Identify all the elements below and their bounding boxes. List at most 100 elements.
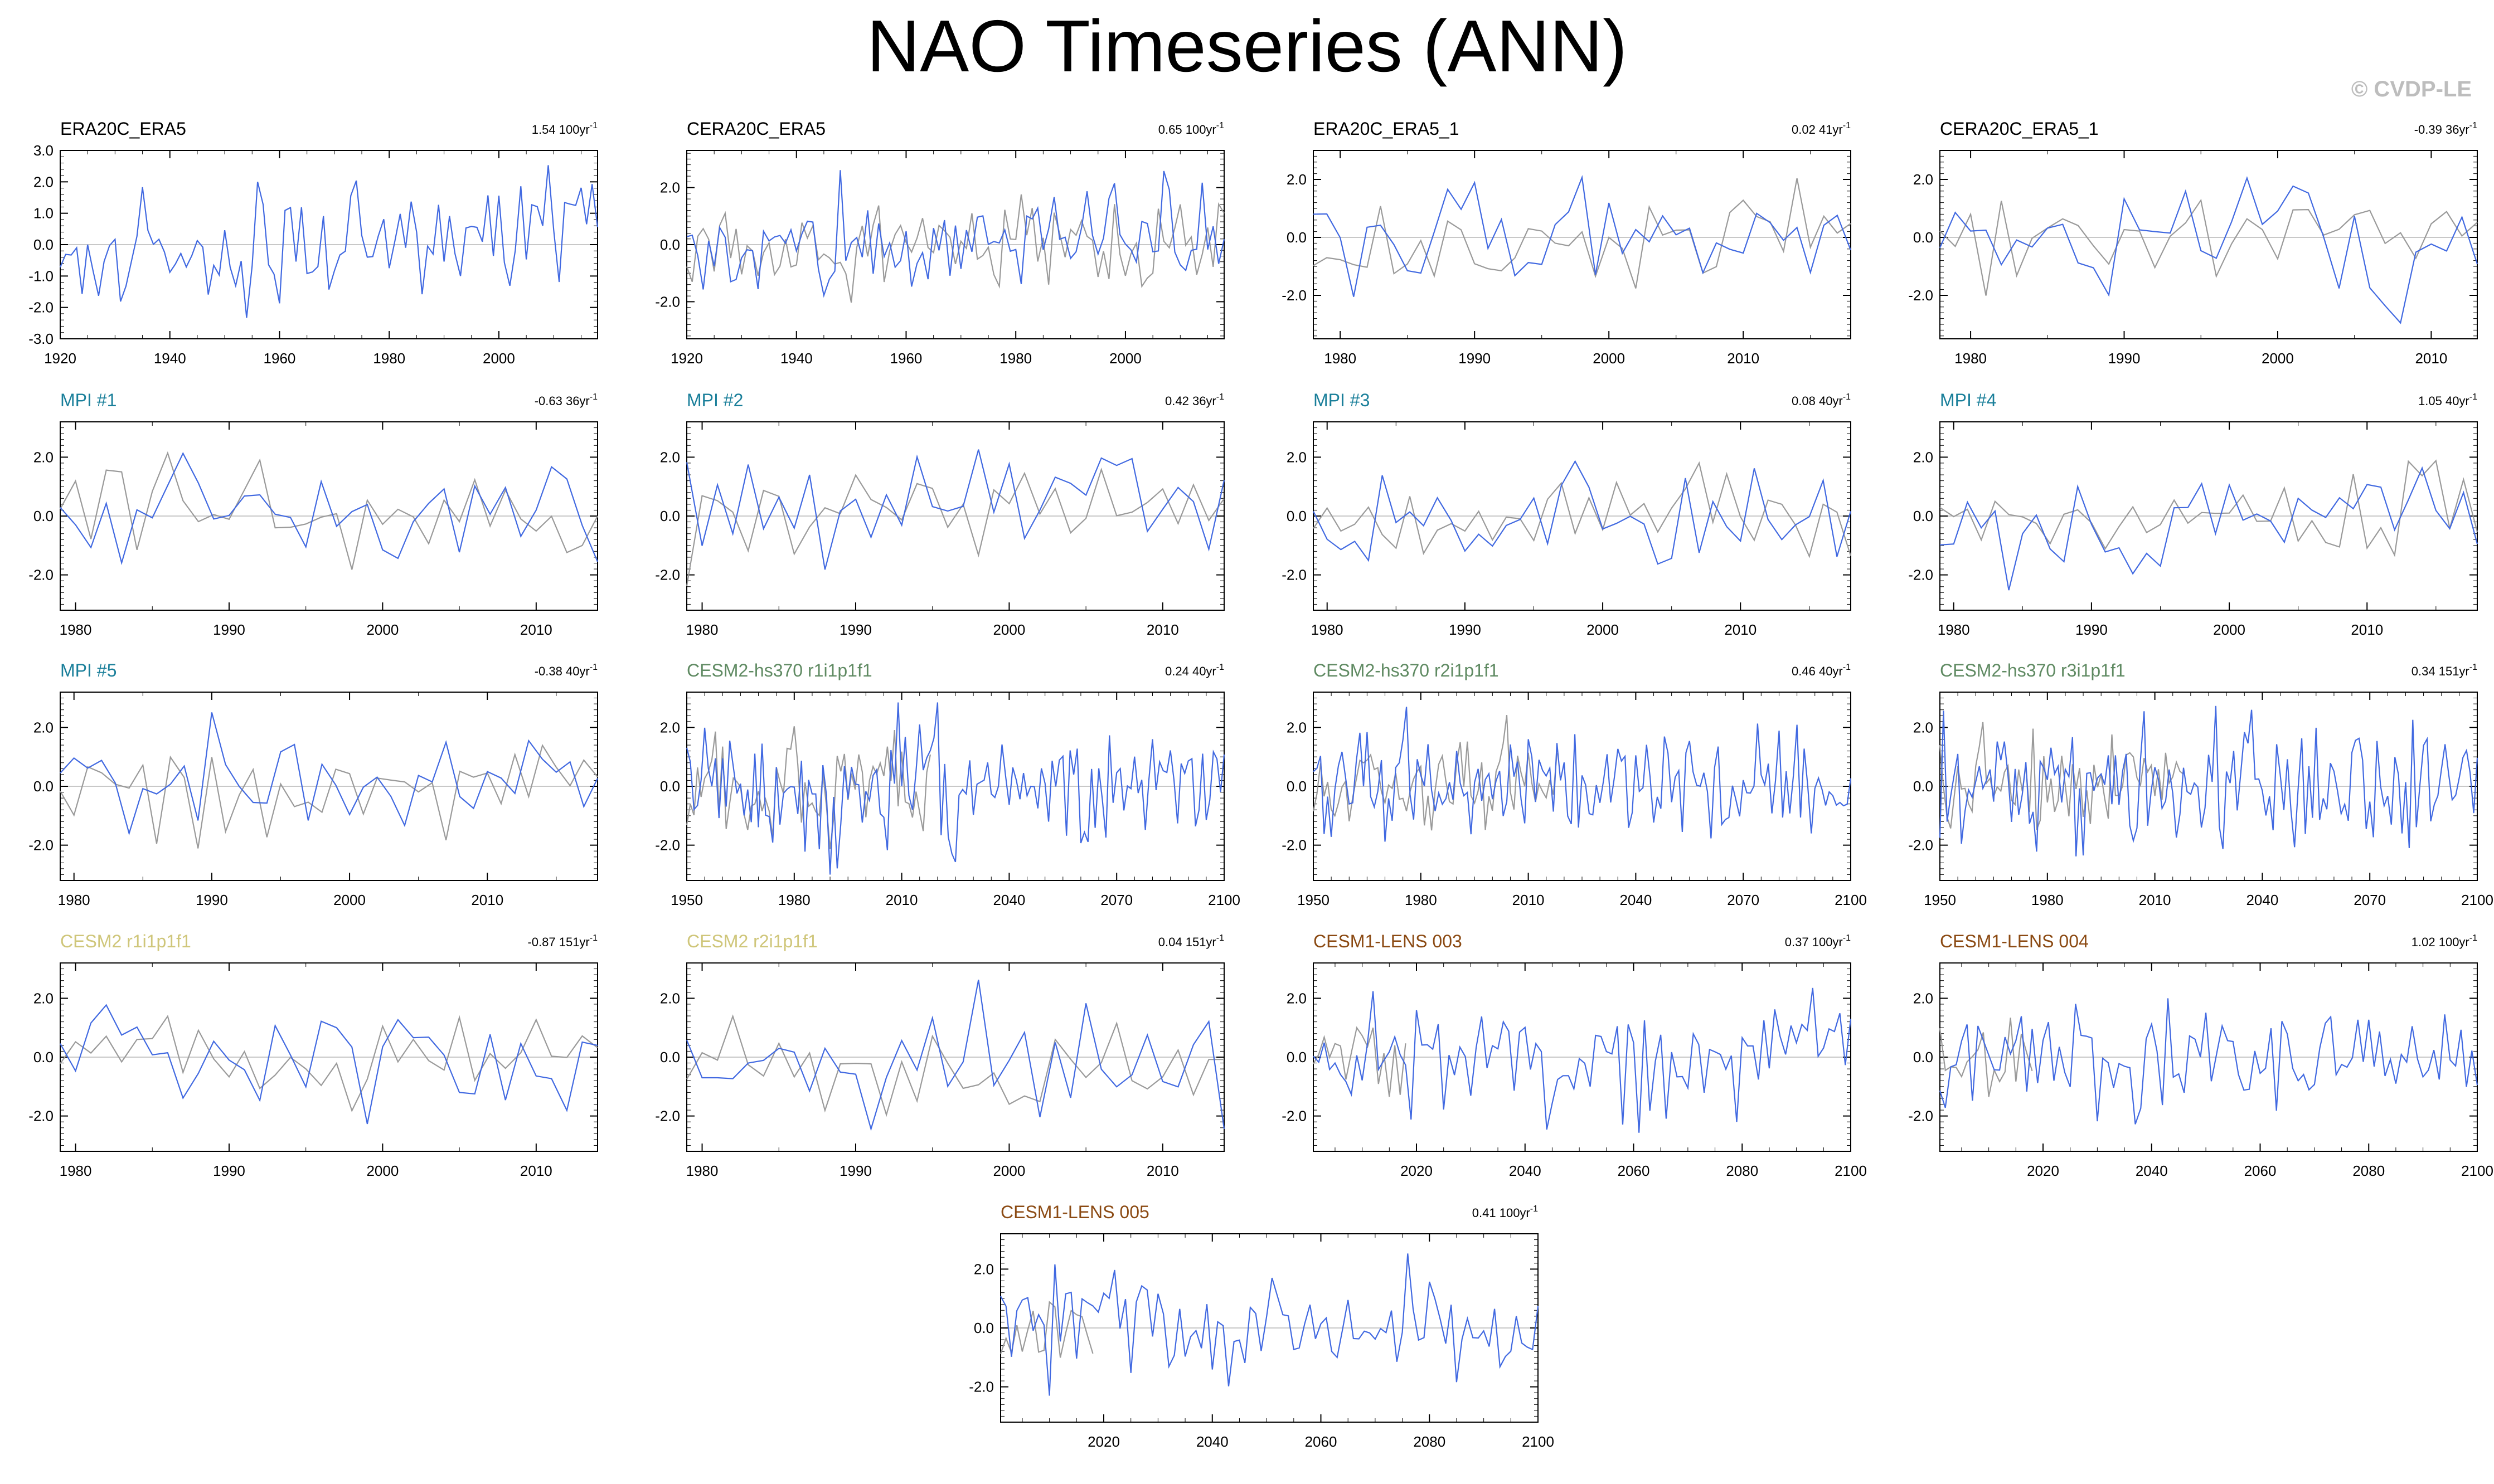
x-tick-label: 1980 [1938,621,1970,638]
x-tick-label: 2020 [1400,1162,1433,1179]
y-tick-label: 3.0 [33,142,54,159]
x-tick-label: 1940 [780,350,813,367]
panel-title: CERA20C_ERA5 [687,119,826,139]
trend-label: 0.42 36yr-1 [1165,392,1224,408]
x-tick-label: 2000 [1109,350,1142,367]
x-tick-label: 2000 [2262,350,2294,367]
x-tick-label: 2080 [2352,1162,2385,1179]
y-tick-label: 0.0 [974,1320,994,1336]
x-tick-label: 1950 [671,892,703,908]
y-tick-label: 0.0 [660,508,680,524]
trend-label: 0.02 41yr-1 [1792,121,1851,137]
x-tick-label: 2020 [2027,1162,2059,1179]
nao-panel: CESM2 r1i1p1f1 -0.87 151yr-1 -2.0 0.0 2.0 198… [28,931,598,1179]
x-tick-label: 1990 [2108,350,2141,367]
x-tick-label: 2040 [1509,1162,1541,1179]
x-tick-label: 2000 [2213,621,2245,638]
x-tick-label: 1990 [2075,621,2108,638]
panel-title: CESM2 r2i1p1f1 [687,931,818,951]
x-tick-label: 2000 [993,1162,1025,1179]
observed-series-line [1939,198,2478,296]
y-tick-label: -2.0 [28,837,54,854]
trend-label: 1.54 100yr-1 [532,121,598,137]
nao-panel: MPI #5 -0.38 40yr-1 -2.0 0.0 2.0 1980 1990 2000… [28,660,598,908]
trend-label: 0.04 151yr-1 [1158,933,1224,949]
y-tick-label: 2.0 [1913,719,1933,736]
nao-panel: CESM2-hs370 r1i1p1f1 0.24 40yr-1 -2.0 0.0 2.… [655,660,1240,908]
x-tick-label: 1980 [1324,350,1356,367]
x-tick-label: 2000 [333,892,366,908]
x-tick-label: 1980 [686,621,719,638]
x-tick-label: 2100 [1835,1162,1867,1179]
panel-title: CESM1-LENS 003 [1313,931,1462,951]
observed-series-line [60,1015,598,1113]
y-tick-label: 0.0 [1913,229,1933,246]
x-tick-label: 1960 [890,350,923,367]
panel-title: MPI #2 [687,390,743,410]
model-series-line [60,712,598,836]
x-tick-label: 2010 [520,621,552,638]
observed-series-line [1939,459,2478,557]
x-tick-label: 2010 [471,892,503,908]
nao-panel: MPI #2 0.42 36yr-1 -2.0 0.0 2.0 1980 1990 2000 2… [655,390,1225,638]
x-tick-label: 2020 [1088,1433,1120,1450]
x-tick-label: 2010 [520,1162,552,1179]
model-series-line [1939,998,2478,1125]
model-series-line [60,452,599,566]
trend-label: 0.46 40yr-1 [1792,663,1851,678]
observed-series-line [1313,461,1852,558]
x-tick-label: 1920 [671,350,703,367]
trend-label: 1.02 100yr-1 [2411,933,2477,949]
x-tick-label: 2080 [1413,1433,1445,1450]
trend-label: -0.39 36yr-1 [2414,121,2477,137]
y-tick-label: 2.0 [660,719,680,736]
x-tick-label: 1950 [1297,892,1330,908]
x-tick-label: 2040 [2246,892,2278,908]
y-tick-label: 2.0 [1287,171,1307,188]
model-series-line [1939,705,2478,857]
panel-title: MPI #5 [60,660,117,680]
x-tick-label: 2040 [993,892,1025,908]
x-tick-label: 2100 [1208,892,1240,908]
panel-title: CESM2-hs370 r2i1p1f1 [1313,660,1499,680]
nao-panel: MPI #1 -0.63 36yr-1 -2.0 0.0 2.0 1980 1990 2000… [28,390,599,638]
x-tick-label: 1990 [213,621,245,638]
observed-series-line [686,194,1225,303]
y-tick-label: 0.0 [33,236,54,253]
observed-series-line [60,743,598,849]
panel-title: MPI #3 [1313,390,1370,410]
observed-series-line [1939,722,2184,830]
y-tick-label: 0.0 [1287,778,1307,795]
x-tick-label: 2000 [366,1162,399,1179]
observed-series-line [1313,178,1851,289]
y-tick-label: -2.0 [655,293,680,310]
y-tick-label: 0.0 [1913,778,1933,795]
y-tick-label: -2.0 [1908,837,1933,854]
nao-panel: CESM1-LENS 003 0.37 100yr-1 -2.0 0.0 2.0 2020… [1282,931,1867,1179]
y-tick-label: 0.0 [1913,508,1933,524]
x-tick-label: 1960 [264,350,296,367]
nao-panel: CESM2 r2i1p1f1 0.04 151yr-1 -2.0 0.0 2.0 1980… [655,931,1225,1179]
x-tick-label: 2010 [2139,892,2171,908]
model-series-line [60,1004,598,1125]
observed-series-line [1312,715,1558,831]
y-tick-label: -2.0 [1282,567,1307,583]
x-tick-label: 2000 [1586,621,1619,638]
model-series-line [1313,987,1852,1133]
y-tick-label: -1.0 [28,267,54,284]
trend-label: -0.63 36yr-1 [535,392,598,408]
y-tick-label: -2.0 [1908,1108,1933,1125]
trend-label: 0.37 100yr-1 [1785,933,1851,949]
model-series-line [1000,1253,1539,1396]
y-tick-label: -2.0 [655,567,680,583]
model-series-line [59,165,599,318]
y-tick-label: 0.0 [660,778,680,795]
nao-panel: MPI #4 1.05 40yr-1 -2.0 0.0 2.0 1980 1990 2000 2… [1908,390,2478,638]
panel-title: MPI #4 [1940,390,1996,410]
y-tick-label: 0.0 [33,778,54,795]
x-tick-label: 1980 [2031,892,2064,908]
x-tick-label: 1980 [1954,350,1987,367]
nao-panel: CESM2-hs370 r3i1p1f1 0.34 151yr-1 -2.0 0.0 2… [1908,660,2493,908]
x-tick-label: 1980 [58,892,90,908]
y-tick-label: -2.0 [1282,287,1307,304]
